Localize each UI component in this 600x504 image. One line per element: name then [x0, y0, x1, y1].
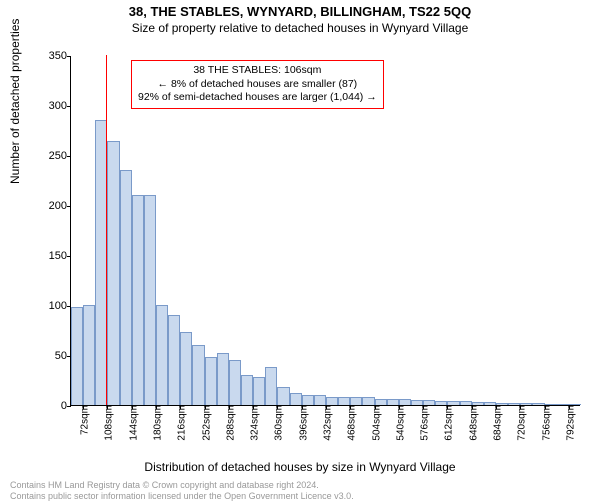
ytick-label: 250	[49, 150, 71, 162]
histogram-bar	[520, 403, 532, 405]
xtick-label: 288sqm	[221, 405, 236, 441]
histogram-bar	[168, 315, 180, 405]
ytick-label: 0	[61, 400, 71, 412]
footer-line: Contains public sector information licen…	[10, 491, 354, 502]
xtick-label: 252sqm	[197, 405, 212, 441]
xtick-label: 540sqm	[391, 405, 406, 441]
xtick-label: 72sqm	[76, 405, 91, 435]
infobox-line: ← 8% of detached houses are smaller (87)	[138, 78, 377, 92]
histogram-bar	[302, 395, 314, 405]
histogram-bar	[205, 357, 217, 405]
histogram-bar	[290, 393, 302, 405]
xtick-label: 720sqm	[513, 405, 528, 441]
histogram-bar	[241, 375, 253, 405]
histogram-bar	[508, 403, 520, 405]
histogram-bar	[460, 401, 472, 405]
footer-credits: Contains HM Land Registry data © Crown c…	[10, 480, 354, 502]
ytick-label: 150	[49, 250, 71, 262]
histogram-bar	[435, 401, 447, 405]
plot-area: 38 THE STABLES: 106sqm ← 8% of detached …	[70, 56, 580, 406]
histogram-bar	[120, 170, 132, 405]
histogram-bar	[192, 345, 204, 405]
ytick-label: 300	[49, 100, 71, 112]
histogram-bar	[557, 404, 569, 405]
chart-container: 38, THE STABLES, WYNYARD, BILLINGHAM, TS…	[0, 4, 600, 504]
histogram-bar	[326, 397, 338, 405]
main-title: 38, THE STABLES, WYNYARD, BILLINGHAM, TS…	[0, 4, 600, 19]
histogram-bar	[314, 395, 326, 405]
histogram-bar	[532, 403, 544, 405]
ytick-label: 100	[49, 300, 71, 312]
histogram-bar	[350, 397, 362, 405]
histogram-bar	[253, 377, 265, 405]
xtick-label: 360sqm	[270, 405, 285, 441]
histogram-bar	[399, 399, 411, 405]
xtick-label: 504sqm	[367, 405, 382, 441]
marker-infobox: 38 THE STABLES: 106sqm ← 8% of detached …	[131, 60, 384, 109]
histogram-bar	[472, 402, 484, 405]
xtick-label: 144sqm	[124, 405, 139, 441]
xtick-label: 792sqm	[561, 405, 576, 441]
xtick-label: 396sqm	[294, 405, 309, 441]
ytick-label: 350	[49, 50, 71, 62]
histogram-bar	[107, 141, 119, 405]
histogram-bar	[71, 307, 83, 405]
infobox-line: 92% of semi-detached houses are larger (…	[138, 91, 377, 105]
histogram-bar	[229, 360, 241, 405]
ytick-label: 50	[55, 350, 71, 362]
footer-line: Contains HM Land Registry data © Crown c…	[10, 480, 354, 491]
histogram-bar	[496, 403, 508, 405]
xtick-label: 756sqm	[537, 405, 552, 441]
xtick-label: 324sqm	[246, 405, 261, 441]
histogram-bar	[277, 387, 289, 405]
property-marker-line	[106, 55, 107, 405]
ytick-label: 200	[49, 200, 71, 212]
subtitle: Size of property relative to detached ho…	[0, 21, 600, 35]
xtick-label: 180sqm	[149, 405, 164, 441]
xtick-label: 432sqm	[319, 405, 334, 441]
xtick-label: 216sqm	[173, 405, 188, 441]
histogram-bar	[83, 305, 95, 405]
histogram-bar	[217, 353, 229, 405]
xtick-label: 468sqm	[343, 405, 358, 441]
histogram-bar	[569, 404, 581, 405]
xtick-label: 684sqm	[489, 405, 504, 441]
histogram-bar	[338, 397, 350, 405]
histogram-bar	[447, 401, 459, 405]
histogram-bar	[362, 397, 374, 405]
xtick-label: 108sqm	[100, 405, 115, 441]
histogram-bar	[144, 195, 156, 405]
xtick-label: 612sqm	[440, 405, 455, 441]
histogram-bar	[545, 404, 557, 405]
histogram-bar	[180, 332, 192, 405]
histogram-bar	[156, 305, 168, 405]
y-axis-label: Number of detached properties	[8, 19, 22, 184]
histogram-bar	[265, 367, 277, 405]
histogram-bar	[375, 399, 387, 405]
xtick-label: 576sqm	[416, 405, 431, 441]
histogram-bar	[387, 399, 399, 405]
histogram-bar	[484, 402, 496, 405]
xtick-label: 648sqm	[464, 405, 479, 441]
histogram-bar	[423, 400, 435, 405]
x-axis-label: Distribution of detached houses by size …	[0, 460, 600, 474]
histogram-bar	[411, 400, 423, 405]
infobox-line: 38 THE STABLES: 106sqm	[138, 64, 377, 78]
histogram-bar	[132, 195, 144, 405]
